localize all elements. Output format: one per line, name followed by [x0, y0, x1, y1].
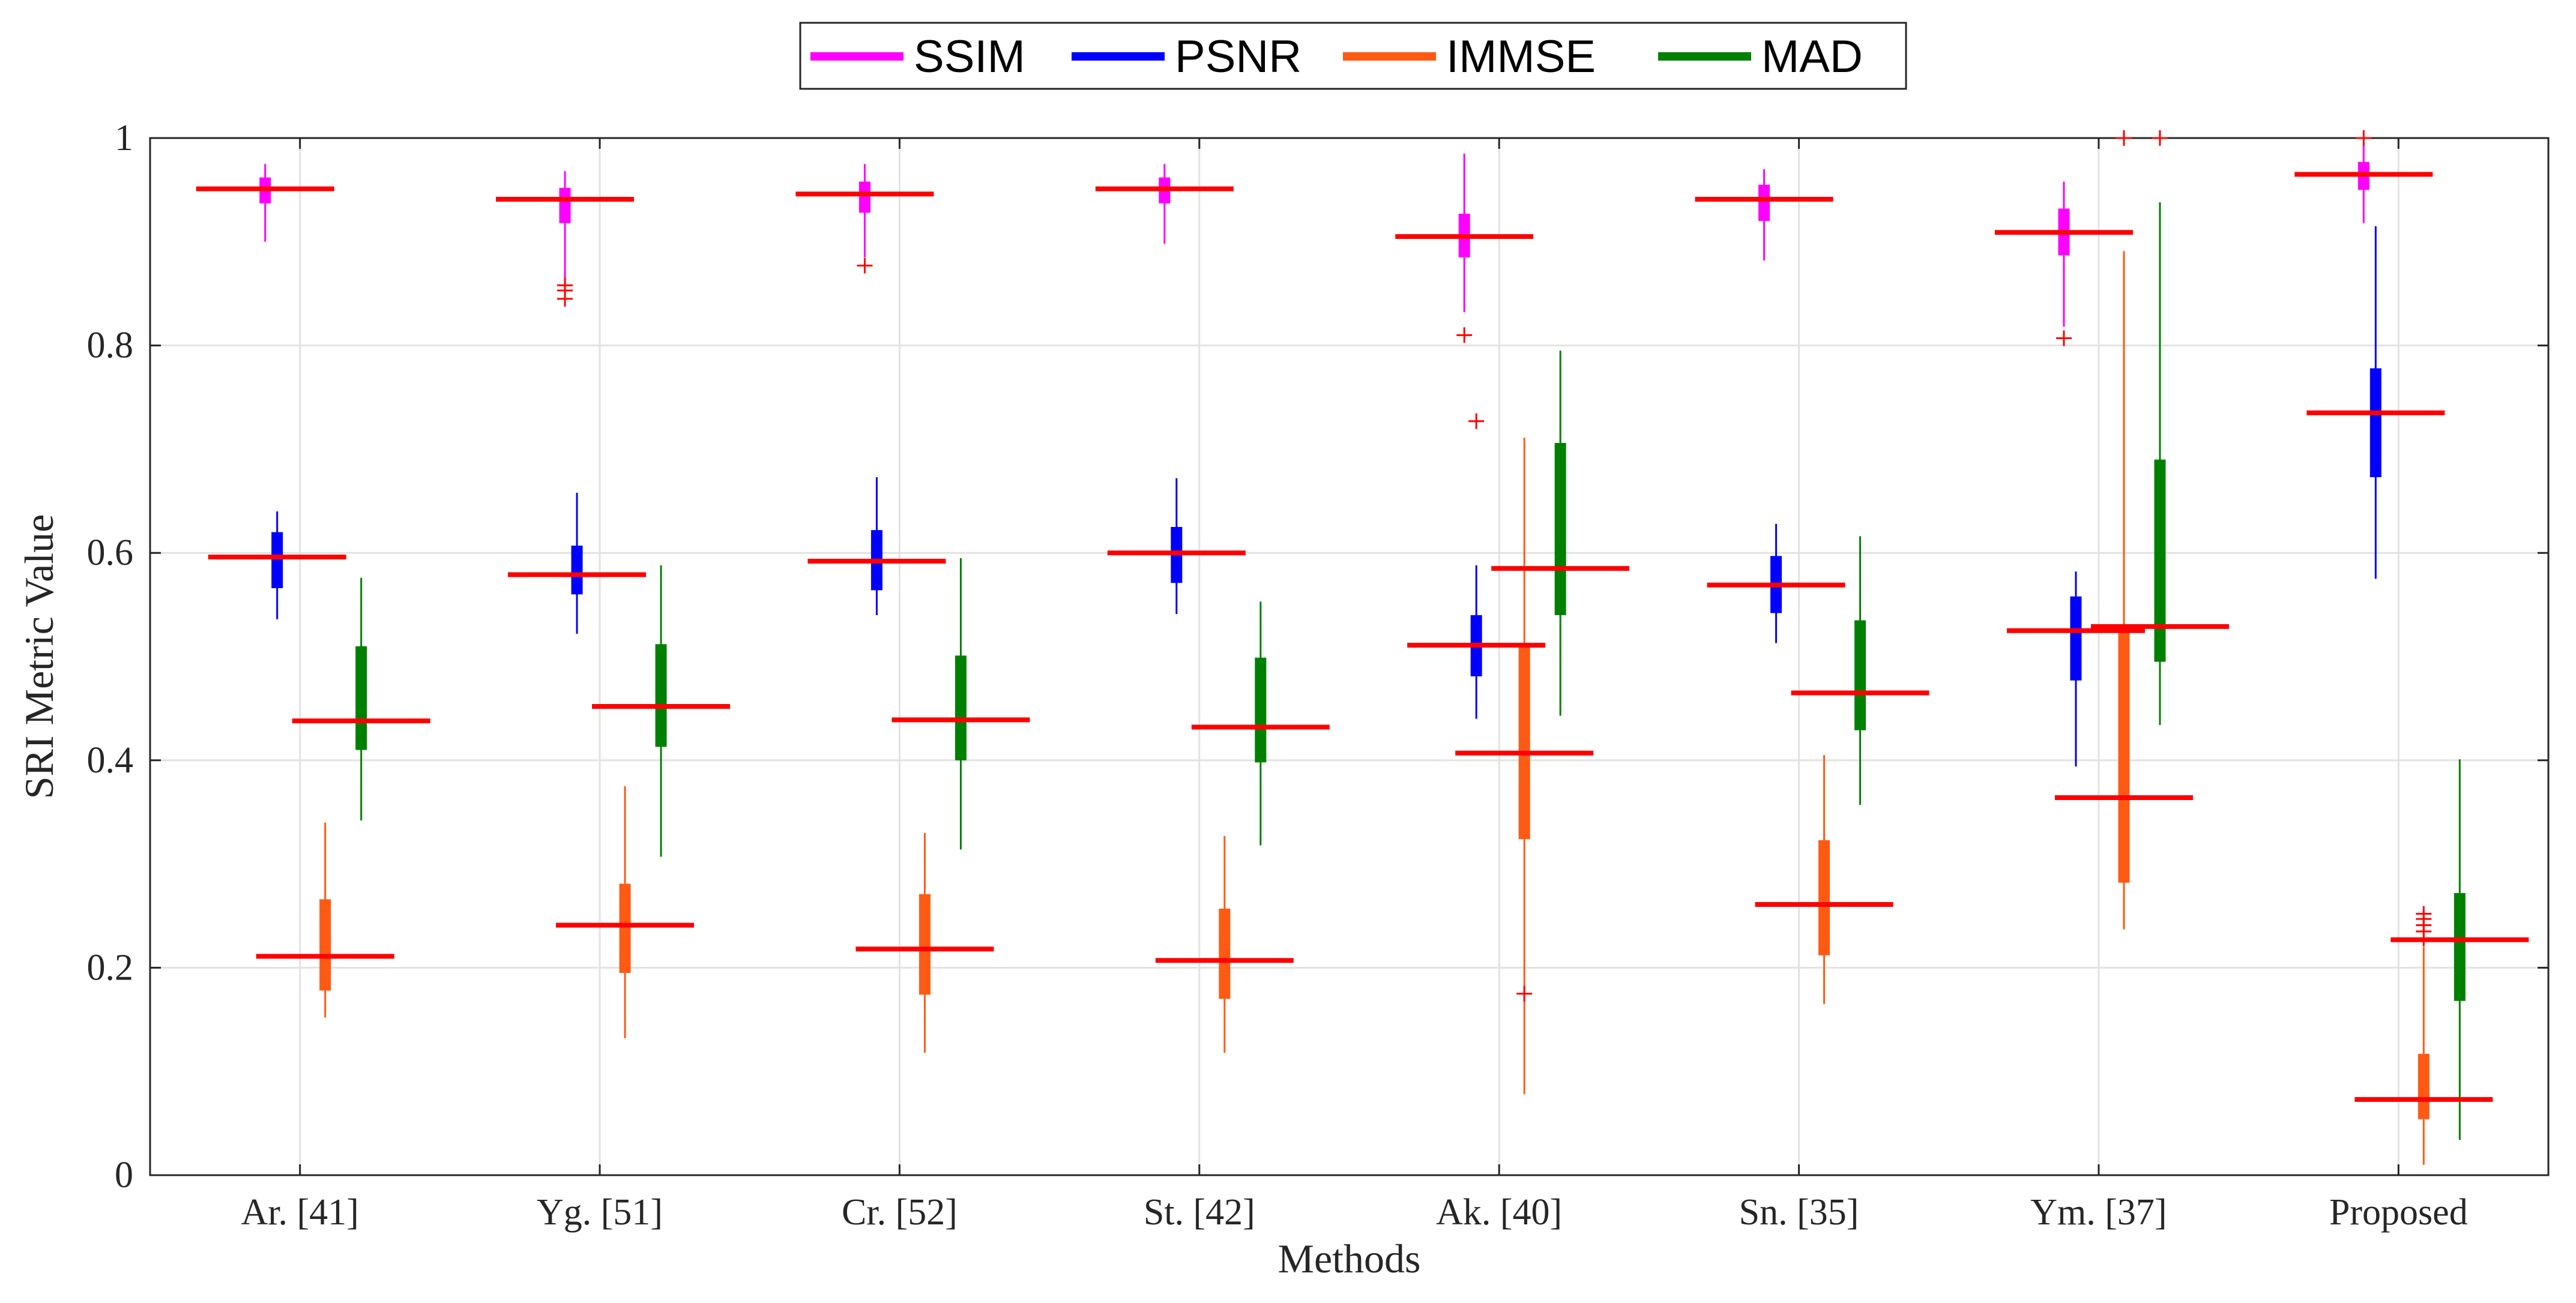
series-ssim [259, 130, 2372, 346]
series-mad [355, 130, 2466, 1140]
grid-lines [150, 137, 2548, 1176]
x-axis-title: Methods [1278, 1236, 1421, 1281]
box-immse-5 [1818, 755, 1830, 1004]
box-immse-0 [319, 822, 331, 1018]
box-iqr [1758, 184, 1770, 221]
box-iqr [619, 883, 631, 973]
box-psnr-3 [1171, 478, 1183, 615]
box-ssim-4 [1456, 153, 1473, 343]
box-series-group [196, 130, 2529, 1165]
box-psnr-4 [1468, 413, 1485, 719]
box-immse-3 [1219, 835, 1231, 1053]
box-psnr-7 [2369, 226, 2381, 579]
x-axis-ticks: Ar. [41] Yg. [51] Cr. [52] St. [42] Ak. [40]… [241, 138, 2468, 1233]
outlier-marker [857, 257, 873, 274]
box-psnr-2 [870, 477, 882, 615]
x-tick-label: Yg. [51] [537, 1192, 663, 1233]
box-iqr [2418, 1053, 2430, 1119]
box-mad-1 [655, 565, 667, 857]
box-iqr [2118, 624, 2130, 883]
box-iqr [2454, 892, 2466, 1001]
box-immse-6 [2116, 130, 2132, 930]
box-iqr [1854, 620, 1866, 730]
box-immse-2 [918, 832, 931, 1053]
box-iqr [2369, 368, 2381, 478]
x-tick-label: Ar. [41] [241, 1192, 359, 1233]
x-tick-label: Cr. [52] [842, 1192, 958, 1233]
y-tick-label: 0.8 [87, 325, 134, 366]
outlier-marker [1516, 986, 1533, 1002]
outlier-marker [557, 290, 573, 307]
y-tick-label: 1 [115, 118, 133, 158]
box-iqr [1818, 840, 1830, 955]
box-ssim-0 [259, 164, 271, 242]
legend-label-mad: MAD [1761, 31, 1863, 82]
outlier-marker [2152, 130, 2168, 146]
x-tick-label: Ak. [40] [1436, 1192, 1562, 1233]
outlier-marker [1468, 413, 1485, 429]
plot-frame [149, 137, 2550, 1176]
box-iqr [271, 532, 283, 588]
outlier-marker [2116, 130, 2132, 146]
y-tick-label: 0.2 [87, 947, 134, 988]
x-tick-label: Proposed [2329, 1192, 2468, 1233]
box-ssim-2 [857, 164, 873, 274]
box-iqr [1554, 443, 1566, 615]
y-tick-label: 0 [115, 1155, 133, 1196]
box-iqr [918, 894, 931, 995]
legend-label-immse: IMMSE [1446, 31, 1596, 82]
box-iqr [1255, 657, 1267, 763]
series-psnr [271, 226, 2381, 767]
x-tick-label: Ym. [37] [2030, 1192, 2167, 1233]
outlier-marker [2056, 330, 2072, 346]
y-tick-label: 0.4 [87, 740, 134, 781]
box-immse-7 [2416, 906, 2432, 1165]
box-iqr [955, 655, 967, 760]
outlier-marker [1456, 327, 1473, 343]
box-ssim-5 [1758, 169, 1770, 260]
box-immse-4 [1516, 438, 1533, 1095]
box-ssim-1 [557, 171, 573, 307]
box-iqr [1518, 644, 1530, 840]
box-mad-2 [955, 558, 967, 850]
box-iqr [571, 546, 583, 595]
x-tick-label: St. [42] [1144, 1192, 1255, 1233]
series-immse [319, 130, 2432, 1165]
y-axis-ticks: 0 0.2 0.4 0.6 0.8 1 [87, 118, 2548, 1196]
box-iqr [559, 187, 571, 223]
box-iqr [319, 899, 331, 991]
box-mad-6 [2152, 130, 2168, 726]
box-mad-0 [355, 577, 367, 821]
box-iqr [858, 181, 870, 213]
legend-label-ssim: SSIM [914, 31, 1025, 82]
legend-label-psnr: PSNR [1175, 31, 1302, 82]
y-axis-title: SRI Metric Value [16, 514, 62, 799]
box-iqr [2070, 596, 2082, 681]
box-ssim-3 [1159, 164, 1171, 244]
outlier-marker [2356, 130, 2372, 146]
box-mad-3 [1255, 601, 1267, 846]
box-mad-5 [1854, 536, 1866, 805]
box-psnr-6 [2070, 571, 2082, 767]
box-mad-4 [1554, 351, 1566, 716]
y-tick-label: 0.6 [87, 532, 134, 573]
box-iqr [1219, 908, 1231, 999]
box-ssim-6 [2056, 181, 2072, 346]
box-immse-1 [619, 786, 631, 1038]
box-mad-7 [2454, 759, 2466, 1140]
box-iqr [655, 644, 667, 747]
legend: SSIM PSNR IMMSE MAD [799, 22, 1907, 90]
x-tick-label: Sn. [35] [1739, 1192, 1859, 1233]
box-psnr-1 [571, 492, 583, 634]
box-psnr-0 [271, 511, 283, 619]
box-iqr [355, 646, 367, 750]
box-iqr [2154, 459, 2166, 662]
